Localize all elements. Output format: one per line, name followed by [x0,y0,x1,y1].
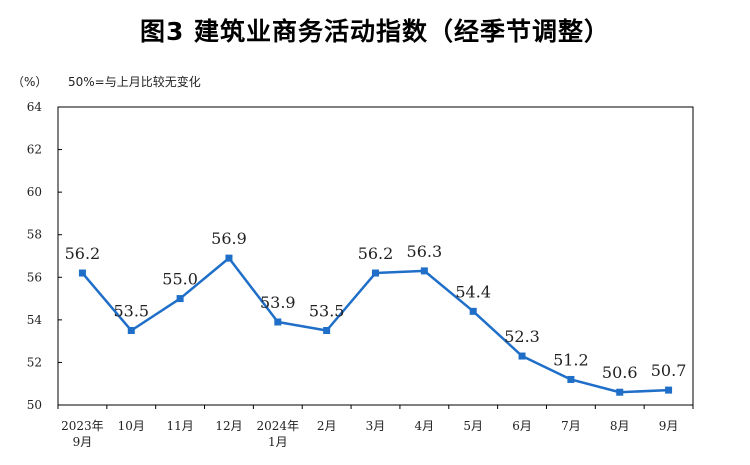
data-point-marker [176,295,184,303]
y-tick-label: 60 [27,185,42,199]
y-tick-label: 52 [27,355,42,369]
data-label: 50.6 [602,363,638,382]
x-tick-label: 3月 [366,419,386,433]
data-point-marker [323,327,331,334]
x-tick-label: 2月 [317,419,337,433]
x-tick-label: 2024年 [257,419,300,433]
data-label: 50.7 [651,361,687,380]
data-point-marker [225,254,233,262]
data-point-marker [274,318,282,326]
data-label: 56.9 [211,229,247,248]
y-tick-label: 54 [27,313,43,327]
data-labels-layer: 56.2 53.5 55.0 56.9 53.9 53.5 56.2 56.3 54.4 52.3… [65,229,687,382]
data-label: 53.9 [260,293,296,312]
data-point-marker [127,327,135,334]
x-tick-label: 5月 [463,419,483,433]
x-tick-label: 8月 [610,419,630,433]
x-tick-label: 10月 [118,419,145,433]
data-label: 53.5 [309,302,345,321]
data-label: 53.5 [113,302,149,321]
data-point-marker [616,388,624,396]
x-tick-label: 9月 [73,435,93,449]
y-axis-unit-label: （%） [12,75,47,89]
data-label: 51.2 [553,350,589,369]
x-tick-label: 1月 [268,435,288,449]
chart-note: 50%=与上月比较无变化 [68,74,201,89]
y-tick-label: 64 [27,100,43,114]
chart-title: 图3 建筑业商务活动指数（经季节调整） [139,17,611,46]
data-label: 56.2 [358,244,394,263]
data-label: 52.3 [504,327,540,346]
x-tick-label: 6月 [512,419,532,433]
y-tick-label: 56 [27,270,42,284]
data-point-marker [420,267,428,275]
x-tick-label: 2023年 [61,419,104,433]
y-tick-label: 58 [27,228,42,242]
data-label: 54.4 [455,282,491,301]
x-tick-label: 7月 [561,419,581,433]
x-tick-label: 12月 [215,419,242,433]
plot-frame [57,106,694,406]
axes-layer: 50 52 54 56 58 60 62 64 2023年 9月 10月 11月 12月 2024年 1月 2… [27,100,694,449]
y-tick-label: 50 [27,398,42,412]
data-point-marker [78,269,86,277]
y-tick-label: 62 [27,143,42,157]
data-point-marker [567,375,575,383]
data-point-marker [665,386,673,394]
data-label: 55.0 [162,270,198,289]
data-point-marker [372,269,379,277]
x-tick-label: 11月 [166,419,193,433]
data-label: 56.3 [407,242,443,261]
x-tick-label: 9月 [659,419,679,433]
x-tick-label: 4月 [415,419,435,433]
series-layer [78,254,673,396]
data-label: 56.2 [65,244,101,263]
data-point-marker [518,352,526,360]
data-point-marker [469,307,477,315]
